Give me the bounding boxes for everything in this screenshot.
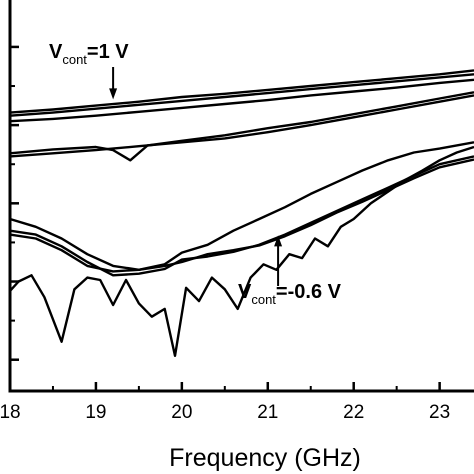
series-line-2: [9, 73, 474, 117]
x-tick-label-20: 20: [171, 402, 192, 423]
x-axis-title: Frequency (GHz): [169, 444, 361, 472]
series-line-7: [9, 155, 474, 277]
series-layer: [9, 69, 474, 357]
axes-layer: 18 19 20 21 22 23: [0, 0, 474, 423]
annotation-vcont-neg06v: Vcont=-0.6 V: [238, 281, 342, 307]
x-tick-label-22: 22: [343, 402, 364, 423]
series-line-3: [9, 78, 474, 123]
x-tick-label-19: 19: [85, 402, 106, 423]
annotation-arrowhead-1: [109, 88, 118, 100]
series-line-1: [9, 69, 474, 114]
series-line-6: [9, 141, 474, 271]
annotation-layer: Vcont=1 V Vcont=-0.6 V: [49, 41, 342, 307]
x-tick-label-23: 23: [429, 402, 450, 423]
series-line-4: [9, 91, 474, 162]
series-line-9: [9, 145, 474, 357]
annotation-arrowhead-2: [274, 235, 283, 247]
annotation-vcont-1v: Vcont=1 V: [49, 41, 129, 67]
x-tick-label-21: 21: [257, 402, 278, 423]
series-line-8: [9, 158, 474, 273]
x-tick-label-18: 18: [0, 402, 21, 423]
series-line-5: [9, 94, 474, 158]
